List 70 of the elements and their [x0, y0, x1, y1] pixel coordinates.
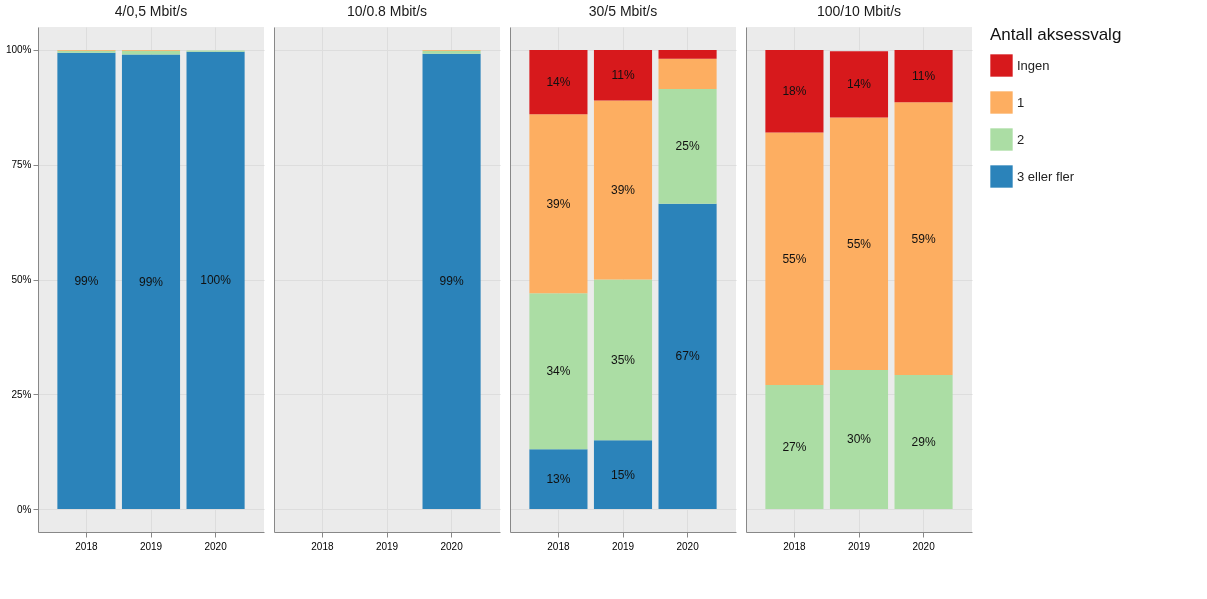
data-label: 14% — [846, 77, 872, 92]
bar — [765, 49, 824, 133]
y-tick-label: 0% — [17, 503, 32, 515]
bar — [894, 374, 953, 510]
bar — [894, 102, 953, 375]
data-label: 30% — [846, 432, 872, 447]
bar — [529, 449, 588, 510]
data-label: 100% — [200, 273, 232, 288]
x-tick-label: 2019 — [139, 540, 163, 552]
bar — [658, 49, 717, 59]
x-tick-label: 2019 — [847, 540, 871, 552]
data-label: 55% — [846, 236, 872, 251]
bar — [829, 369, 889, 510]
bar — [894, 49, 953, 103]
x-tick-label: 2020 — [676, 540, 700, 552]
data-label: 34% — [546, 364, 571, 379]
data-label: 99% — [74, 273, 99, 288]
x-tick-label: 2018 — [75, 540, 98, 552]
data-label: 59% — [911, 231, 936, 246]
x-tick-label: 2019 — [375, 540, 399, 552]
data-label: 25% — [675, 139, 700, 154]
chart-title: 4/0,5 Mbit/s — [114, 3, 188, 19]
bar — [593, 279, 653, 441]
bar — [529, 114, 588, 294]
data-label: 67% — [675, 349, 700, 364]
bar — [829, 117, 889, 370]
bar — [529, 49, 588, 115]
legend-label: 2 — [1017, 131, 1025, 147]
x-tick-label: 2018 — [547, 540, 570, 552]
bar — [658, 203, 717, 510]
bar — [765, 132, 824, 386]
legend-title: Antall aksessvalg — [990, 25, 1122, 44]
chart-title: 10/0.8 Mbit/s — [346, 3, 428, 19]
bar — [765, 385, 824, 510]
legend-label: 3 eller fler — [1017, 168, 1075, 184]
chart-title: 30/5 Mbit/s — [588, 3, 658, 19]
y-tick-label: 25% — [11, 388, 32, 400]
y-tick-label: 75% — [11, 159, 32, 171]
data-label: 99% — [439, 274, 464, 289]
legend-label: Ingen — [1017, 57, 1050, 73]
data-label: 27% — [782, 440, 807, 455]
x-tick-label: 2018 — [783, 540, 806, 552]
data-label: 39% — [610, 182, 636, 197]
legend-label: 1 — [1017, 94, 1025, 110]
data-label: 29% — [911, 435, 936, 450]
data-label: 15% — [610, 467, 636, 482]
bar — [658, 88, 717, 204]
x-tick-label: 2020 — [440, 540, 464, 552]
data-label: 11% — [611, 68, 635, 83]
bar — [593, 100, 653, 280]
data-label: 35% — [610, 352, 636, 367]
data-label: 11% — [912, 69, 936, 84]
chart-title: 100/10 Mbit/s — [816, 3, 902, 19]
x-tick-label: 2020 — [204, 540, 228, 552]
y-tick-label: 100% — [5, 44, 32, 56]
x-tick-label: 2020 — [912, 540, 936, 552]
bar — [658, 58, 717, 89]
data-label: 13% — [546, 472, 571, 487]
bar — [529, 293, 588, 450]
data-label: 14% — [546, 75, 571, 90]
x-tick-label: 2018 — [311, 540, 334, 552]
bar — [593, 49, 653, 101]
bar — [593, 440, 653, 510]
data-label: 18% — [782, 84, 807, 99]
data-label: 39% — [546, 196, 571, 211]
x-tick-label: 2019 — [611, 540, 635, 552]
y-tick-label: 50% — [11, 274, 32, 285]
data-label: 99% — [138, 274, 164, 289]
data-label: 55% — [782, 251, 807, 266]
bar — [829, 51, 889, 118]
